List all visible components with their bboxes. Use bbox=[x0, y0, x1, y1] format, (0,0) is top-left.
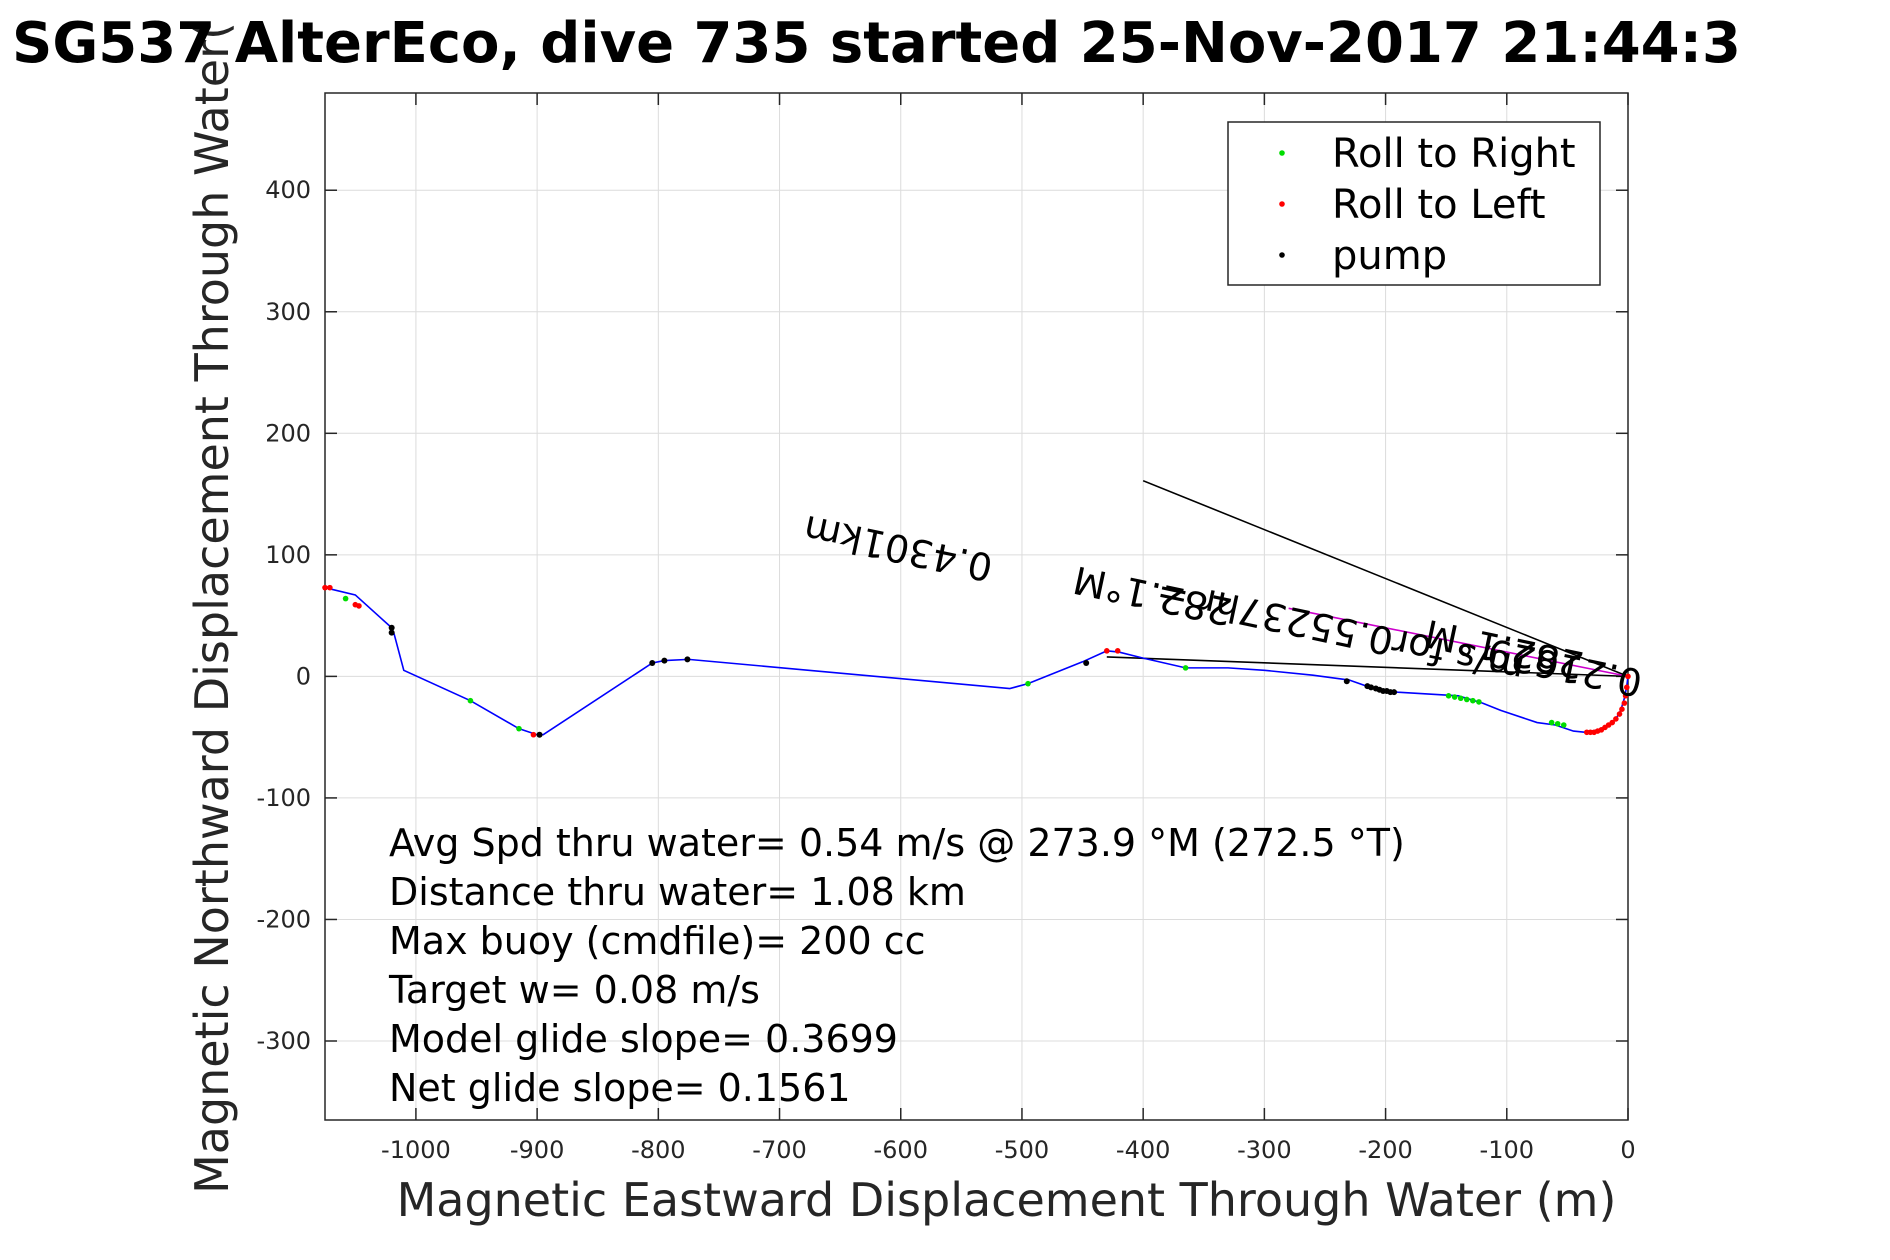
reference-line bbox=[1106, 656, 1629, 678]
legend-marker bbox=[1279, 150, 1285, 156]
roll-left-point bbox=[1619, 706, 1625, 712]
plot-frame bbox=[324, 92, 1629, 1121]
roll-left-point bbox=[356, 603, 362, 609]
rotated-annotation: 282.1°M bbox=[1069, 557, 1235, 633]
chart-title: SG537 AlterEco, dive 735 started 25-Nov-… bbox=[12, 11, 1741, 76]
pump-point bbox=[649, 660, 656, 667]
y-tick-label: 400 bbox=[265, 176, 311, 204]
x-tick-label: 0 bbox=[1620, 1136, 1635, 1164]
y-axis-label: Magnetic Northward Displacement Through … bbox=[185, 22, 239, 1194]
roll-right-point bbox=[1476, 699, 1482, 705]
pump-point bbox=[1343, 678, 1350, 685]
x-tick-label: -100 bbox=[1480, 1136, 1534, 1164]
roll-right-point bbox=[467, 697, 474, 704]
stats-annotation: Max buoy (cmdfile)= 200 cc bbox=[389, 919, 926, 963]
y-tick-label: -200 bbox=[257, 905, 311, 933]
roll-left-point bbox=[1621, 700, 1628, 706]
roll-left-point bbox=[1622, 693, 1629, 699]
pump-point bbox=[388, 624, 395, 631]
text-annotations: Avg Spd thru water= 0.54 m/s @ 273.9 °M … bbox=[388, 821, 1405, 1110]
stats-annotation: Avg Spd thru water= 0.54 m/s @ 273.9 °M … bbox=[389, 821, 1405, 865]
y-tick-label: 200 bbox=[265, 419, 311, 447]
legend-label: Roll to Right bbox=[1332, 131, 1576, 177]
roll-right-point bbox=[1470, 697, 1476, 704]
legend-box bbox=[1227, 121, 1601, 286]
roll-right-point bbox=[1560, 722, 1567, 728]
stats-annotation: Net glide slope= 0.1561 bbox=[389, 1066, 851, 1110]
roll-left-point bbox=[1625, 673, 1631, 680]
x-axis-label: Magnetic Eastward Displacement Through W… bbox=[397, 1173, 1617, 1227]
pump-point bbox=[536, 731, 543, 738]
roll-right-point bbox=[342, 595, 349, 602]
stats-annotation: Model glide slope= 0.3699 bbox=[389, 1017, 898, 1061]
roll-right-point bbox=[1457, 695, 1464, 702]
roll-left-point bbox=[1114, 648, 1121, 654]
roll-left-point bbox=[530, 731, 537, 738]
stats-annotation: Distance thru water= 1.08 km bbox=[389, 870, 966, 914]
legend-marker bbox=[1279, 201, 1285, 207]
pump-point bbox=[388, 629, 395, 636]
legend: Roll to Right Roll to Left pump bbox=[1227, 121, 1601, 286]
roll-right-point bbox=[1445, 693, 1452, 699]
axis-ticks: -1000 -900 -800 -700 -600 -500 -400 -300 -200 -10… bbox=[257, 93, 1636, 1164]
y-tick-label: 100 bbox=[265, 541, 311, 569]
rotated-annotation: 0.4301km bbox=[800, 507, 997, 590]
roll-right-point bbox=[1451, 694, 1458, 700]
marker-layer bbox=[322, 584, 1631, 738]
roll-right-point bbox=[1025, 680, 1031, 687]
roll-left-point bbox=[1104, 648, 1110, 654]
legend-marker bbox=[1279, 252, 1285, 258]
roll-right-point bbox=[516, 725, 522, 732]
pump-point bbox=[1391, 689, 1398, 696]
pump-point bbox=[1368, 684, 1375, 691]
x-tick-label: -300 bbox=[1237, 1136, 1291, 1164]
y-tick-label: -100 bbox=[257, 784, 311, 812]
x-tick-label: -500 bbox=[995, 1136, 1049, 1164]
stats-annotation: Target w= 0.08 m/s bbox=[388, 968, 760, 1012]
pump-point bbox=[661, 657, 668, 664]
plot-area bbox=[322, 479, 1631, 738]
roll-right-point bbox=[1182, 665, 1189, 671]
x-tick-label: -200 bbox=[1358, 1136, 1412, 1164]
x-tick-label: -600 bbox=[874, 1136, 928, 1164]
x-tick-label: -1000 bbox=[381, 1136, 451, 1164]
roll-left-point bbox=[1616, 711, 1623, 717]
roll-left-point bbox=[1609, 719, 1616, 726]
roll-left-point bbox=[322, 584, 328, 591]
y-tick-label: -300 bbox=[257, 1027, 311, 1055]
legend-label: Roll to Left bbox=[1332, 182, 1546, 228]
reference-line bbox=[1142, 479, 1629, 678]
y-tick-label: 0 bbox=[296, 662, 311, 690]
roll-left-point bbox=[327, 584, 333, 591]
x-tick-label: -700 bbox=[752, 1136, 806, 1164]
pump-point bbox=[1083, 660, 1090, 667]
roll-left-point bbox=[1613, 716, 1619, 722]
reference-line bbox=[1288, 607, 1629, 678]
x-tick-label: -800 bbox=[631, 1136, 685, 1164]
legend-label: pump bbox=[1332, 233, 1447, 279]
roll-right-point bbox=[1554, 720, 1561, 727]
y-tick-label: 300 bbox=[265, 298, 311, 326]
roll-right-point bbox=[1463, 696, 1470, 703]
x-tick-label: -900 bbox=[510, 1136, 564, 1164]
roll-right-point bbox=[1548, 719, 1555, 726]
reference-lines bbox=[1106, 479, 1629, 678]
pump-point bbox=[684, 656, 691, 663]
x-tick-label: -400 bbox=[1116, 1136, 1170, 1164]
roll-left-point bbox=[1623, 684, 1630, 691]
